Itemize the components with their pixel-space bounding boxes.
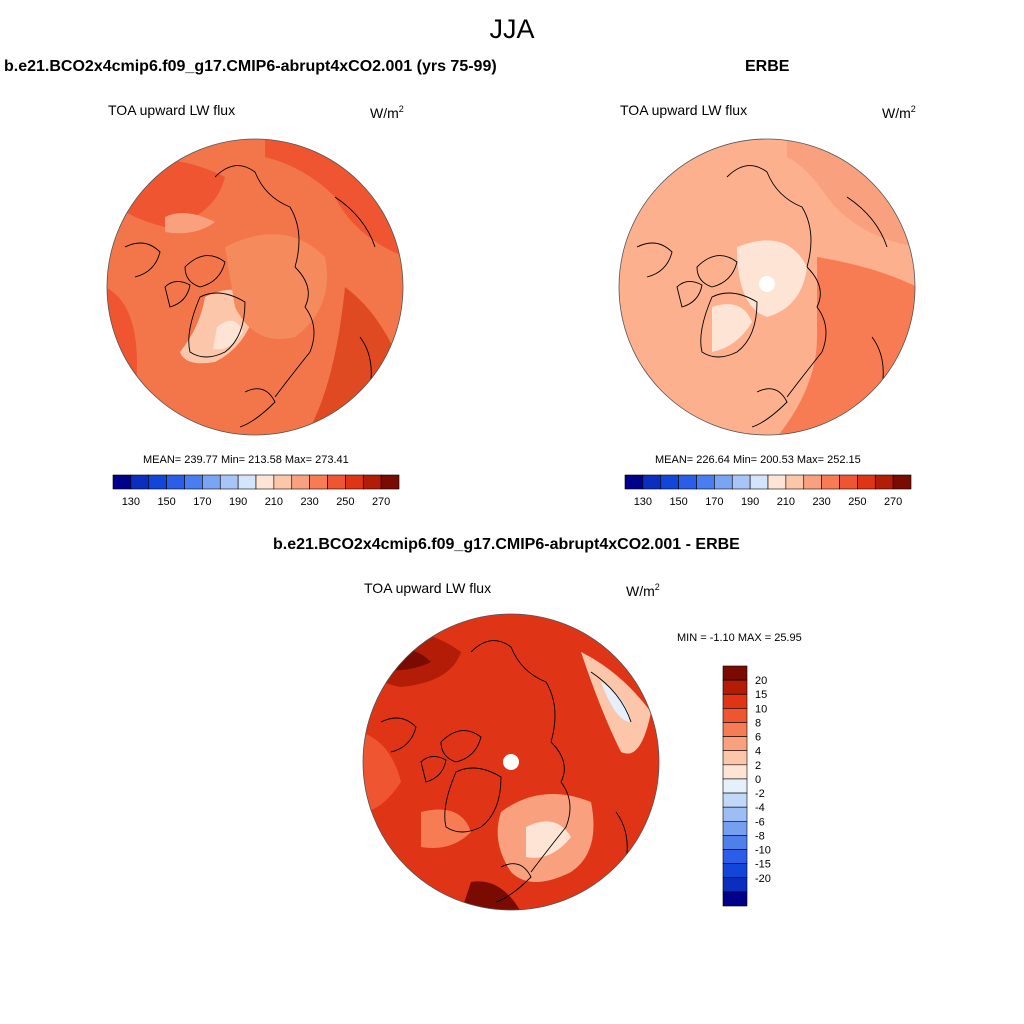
diff-colorbar-box [722, 708, 748, 723]
diff-colorbar-tick-label: -10 [755, 845, 771, 857]
panel-title-model: b.e21.BCO2x4cmip6.f09_g17.CMIP6-abrupt4x… [4, 58, 497, 75]
obs-colorbar-box [642, 474, 662, 490]
diff-colorbar-tick-label: -20 [755, 873, 771, 885]
diff-colorbar-tick-label: -8 [755, 830, 765, 842]
diff-colorbar-box [722, 693, 748, 709]
diff-colorbar-tick-label: -4 [755, 802, 765, 814]
stats-model: MEAN= 239.77 Min= 213.58 Max= 273.41 [143, 454, 349, 466]
diff-colorbar-tick-label: 20 [755, 675, 767, 687]
model-colorbar-tick-label: 210 [265, 496, 283, 508]
model-colorbar-box [291, 474, 310, 490]
diff-colorbar-box [722, 849, 748, 864]
diff-colorbar-tick-label: 15 [755, 689, 767, 701]
polar-map-model [106, 138, 404, 436]
obs-colorbar-box [785, 474, 805, 490]
diff-colorbar-tick-label: 10 [755, 703, 767, 715]
model-colorbar-box [327, 474, 346, 490]
obs-colorbar-box [803, 474, 822, 490]
obs-colorbar-tick-label: 210 [777, 496, 795, 508]
obs-colorbar-box [660, 474, 679, 490]
model-colorbar-box [362, 474, 382, 490]
model-colorbar-box [380, 474, 400, 490]
model-colorbar-box [202, 474, 221, 490]
polar-map-diff [362, 613, 660, 911]
panel-title-obs: ERBE [745, 58, 790, 75]
model-colorbar-box [148, 474, 167, 490]
obs-colorbar-box [892, 474, 912, 490]
diff-colorbar-box [722, 806, 748, 822]
units-label-obs: W/m2 [882, 104, 916, 121]
model-colorbar-box [184, 474, 203, 490]
model-colorbar-box [130, 474, 150, 490]
diff-colorbar-tick-label: -15 [755, 859, 771, 871]
obs-colorbar-box [696, 474, 715, 490]
diff-colorbar-box [722, 750, 748, 766]
diff-colorbar-tick-label: 8 [755, 717, 761, 729]
model-colorbar-box [255, 474, 275, 490]
obs-colorbar-tick-label: 170 [705, 496, 723, 508]
obs-colorbar-box [857, 474, 876, 490]
variable-label-obs: TOA upward LW flux [620, 102, 748, 118]
obs-colorbar-tick-label: 270 [884, 496, 902, 508]
obs-colorbar-box [624, 474, 644, 490]
polar-map-obs [618, 138, 916, 436]
obs-colorbar-tick-label: 250 [848, 496, 866, 508]
diff-colorbar-box [722, 722, 748, 737]
obs-colorbar-box [874, 474, 894, 490]
diff-colorbar-box [722, 778, 748, 794]
diff-colorbar-box [722, 891, 748, 907]
diff-colorbar-box [722, 820, 748, 836]
model-colorbar-tick-label: 250 [336, 496, 354, 508]
units-label-diff: W/m2 [626, 582, 660, 599]
obs-colorbar-box [749, 474, 769, 490]
stats-diff: MIN = -1.10 MAX = 25.95 [677, 632, 802, 644]
obs-colorbar-box [731, 474, 751, 490]
diff-colorbar-box [722, 736, 748, 752]
stats-obs: MEAN= 226.64 Min= 200.53 Max= 252.15 [655, 454, 861, 466]
model-colorbar-tick-label: 190 [229, 496, 247, 508]
diff-colorbar-tick-label: 6 [755, 732, 761, 744]
model-colorbar-box [219, 474, 239, 490]
diff-colorbar-box [722, 792, 748, 808]
diff-colorbar-box [722, 835, 748, 850]
model-colorbar-box [345, 474, 364, 490]
diff-colorbar-tick-label: 4 [755, 746, 761, 758]
model-colorbar-tick-label: 150 [157, 496, 175, 508]
obs-colorbar-tick-label: 150 [669, 496, 687, 508]
diff-colorbar-box [722, 764, 748, 780]
obs-colorbar-box [821, 474, 840, 490]
obs-colorbar-box [839, 474, 858, 490]
obs-colorbar-tick-label: 230 [812, 496, 830, 508]
diff-colorbar-box [722, 877, 748, 893]
diff-colorbar-tick-label: 2 [755, 760, 761, 772]
panel-title-diff: b.e21.BCO2x4cmip6.f09_g17.CMIP6-abrupt4x… [273, 536, 740, 553]
diff-colorbar-box [722, 679, 748, 695]
model-colorbar-box [112, 474, 132, 490]
model-colorbar-box [166, 474, 185, 490]
obs-colorbar-box [714, 474, 733, 490]
diff-colorbar-tick-label: -2 [755, 788, 765, 800]
obs-colorbar-tick-label: 190 [741, 496, 759, 508]
figure-title: JJA [489, 14, 535, 44]
model-colorbar-tick-label: 170 [193, 496, 211, 508]
obs-colorbar-box [678, 474, 697, 490]
obs-colorbar-box [767, 474, 787, 490]
units-label-model: W/m2 [370, 104, 404, 121]
model-colorbar-box [237, 474, 257, 490]
obs-colorbar-tick-label: 130 [634, 496, 652, 508]
model-colorbar-tick-label: 270 [372, 496, 390, 508]
diff-colorbar-tick-label: -6 [755, 816, 765, 828]
diff-colorbar-box [722, 863, 748, 879]
model-colorbar-box [309, 474, 328, 490]
colorbar-obs: 130 150 170 190 210 230 250 270 [624, 474, 912, 508]
variable-label-diff: TOA upward LW flux [364, 580, 492, 596]
model-colorbar-tick-label: 230 [300, 496, 318, 508]
colorbar-model: 130 150 170 190 210 230 250 270 [112, 474, 400, 508]
model-colorbar-box [273, 474, 293, 490]
diff-colorbar-box [722, 665, 748, 681]
diff-colorbar-tick-label: 0 [755, 774, 761, 786]
model-colorbar-tick-label: 130 [122, 496, 140, 508]
variable-label-model: TOA upward LW flux [108, 102, 236, 118]
